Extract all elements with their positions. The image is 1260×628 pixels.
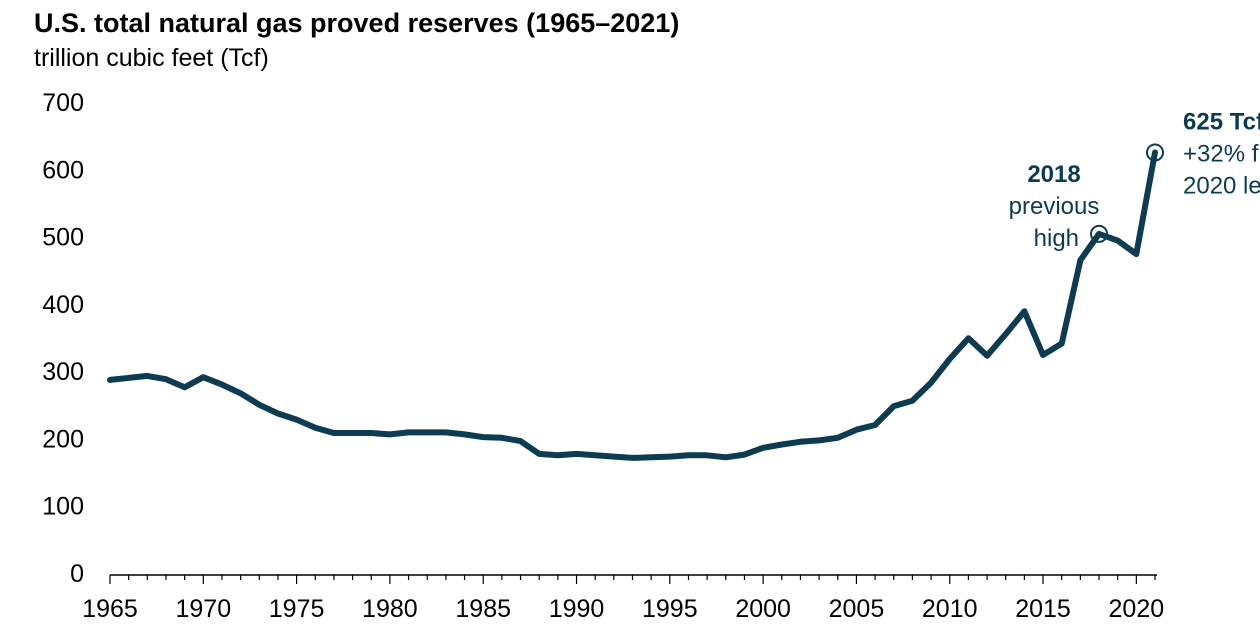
y-tick-label: 300 [42, 358, 84, 386]
series-line-reserves [107, 149, 1158, 461]
x-tick-label: 1990 [549, 595, 605, 623]
y-tick-label: 200 [42, 425, 84, 453]
annotation-text: previous [1009, 193, 1100, 220]
y-tick-label: 0 [70, 560, 84, 588]
annotation-title: 2018 [1027, 161, 1080, 188]
x-axis: 1965 1970 1975 1980 1985 1990 1995 2000 2005 2010… [82, 574, 1165, 623]
y-tick-label: 100 [42, 493, 84, 521]
y-tick-label: 700 [42, 89, 84, 117]
x-tick-label: 1975 [269, 595, 325, 623]
x-tick-label: 2000 [735, 595, 791, 623]
annotation-marker [1146, 143, 1164, 162]
y-tick-label: 500 [42, 224, 84, 252]
annotation-text: +32% from [1183, 140, 1260, 167]
annotation-title: 625 Tcf [1183, 108, 1260, 135]
x-tick-label: 1980 [362, 595, 418, 623]
annotation-marker [1090, 224, 1109, 243]
y-axis-label: trillion cubic feet (Tcf) [34, 44, 269, 72]
annotation-text: 2020 level [1183, 172, 1260, 199]
annotations: 2018 previous high 625 Tcf +32% from 2020 lev… [1009, 108, 1260, 251]
x-tick-label: 2010 [922, 595, 978, 623]
y-tick-label: 400 [42, 291, 84, 319]
y-tick-label: 600 [42, 156, 84, 184]
x-tick-label: 1995 [642, 595, 698, 623]
chart-title: U.S. total natural gas proved reserves (… [34, 8, 680, 38]
x-tick-label: 1970 [175, 595, 231, 623]
x-tick-label: 2005 [829, 595, 885, 623]
x-tick-label: 2015 [1015, 595, 1071, 623]
annotation-text: high [1034, 225, 1079, 252]
x-tick-label: 2020 [1109, 595, 1165, 623]
x-tick-label: 1985 [455, 595, 511, 623]
y-axis-ticks: 0 100 200 300 400 500 600 700 [42, 89, 84, 588]
x-tick-label: 1965 [82, 595, 138, 623]
